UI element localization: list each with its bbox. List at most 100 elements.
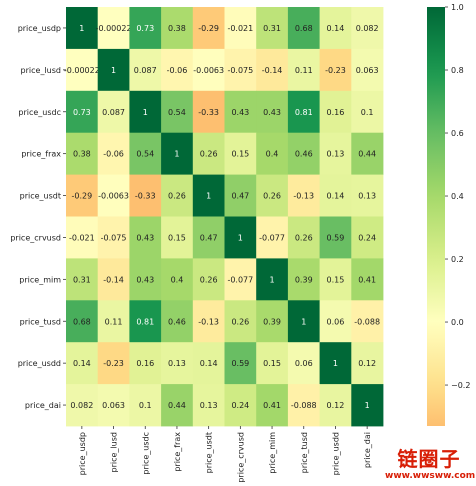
watermark-main-text: 链圈子 — [397, 447, 461, 471]
heatmap-cell — [319, 342, 352, 385]
heatmap-cell — [256, 132, 289, 175]
heatmap-cell — [192, 48, 225, 92]
cell-value-label: 0.16 — [136, 359, 154, 368]
heatmap-cell — [161, 216, 194, 259]
colorbar-tick-label: 0.2 — [451, 255, 464, 264]
y-tick-label: price_usdp — [18, 24, 61, 33]
cell-value-label: 0.11 — [105, 317, 123, 326]
heatmap-cell — [97, 258, 130, 301]
cell-value-label: 0.46 — [295, 150, 313, 159]
heatmap-cell — [351, 258, 384, 301]
cell-value-label: 1 — [206, 192, 211, 201]
cell-value-label: 0.15 — [168, 233, 186, 242]
cell-value-label: -0.06 — [103, 150, 124, 159]
cell-value-label: 0.43 — [231, 108, 249, 117]
cell-value-label: 0.4 — [171, 275, 184, 284]
x-tick-label: price_usdp — [78, 432, 87, 475]
colorbar — [427, 7, 445, 426]
cell-value-label: -0.021 — [69, 233, 95, 242]
heatmap-cell — [287, 48, 320, 92]
y-tick-label: price_lusd — [21, 66, 61, 75]
cell-value-label: 0.15 — [327, 275, 345, 284]
cell-value-label: 0.13 — [358, 192, 376, 201]
x-tick-label: price_usdc — [141, 432, 150, 475]
cell-value-label: 0.81 — [136, 317, 154, 326]
watermark-logo: 链圈子 www.wwsww.com — [385, 447, 476, 482]
heatmap-cell — [287, 90, 320, 134]
heatmap-cell — [287, 174, 320, 217]
heatmap-cell — [224, 216, 257, 259]
heatmap-cell — [161, 342, 194, 385]
heatmap-cell — [319, 7, 352, 50]
cell-value-label: 0.47 — [200, 233, 218, 242]
heatmap-cell — [66, 216, 99, 259]
cell-value-label: 1 — [174, 150, 179, 159]
y-tick-label: price_tusd — [20, 317, 61, 326]
x-tick-label: price_tusd — [300, 432, 309, 473]
cell-value-label: 0.12 — [358, 359, 376, 368]
heatmap-cell — [351, 48, 384, 92]
heatmap-cell — [256, 300, 289, 343]
cell-value-label: 1 — [111, 66, 116, 75]
colorbar-tick-label: 0.8 — [451, 66, 464, 75]
cell-value-label: 1 — [301, 317, 306, 326]
cell-value-label: 1 — [143, 108, 148, 117]
cell-value-label: 0.41 — [263, 401, 281, 410]
heatmap-cell — [97, 48, 130, 92]
cell-value-label: 0.31 — [263, 24, 281, 33]
heatmap-cell — [129, 216, 162, 259]
cell-value-label: 0.26 — [263, 192, 281, 201]
heatmap-cell — [97, 342, 130, 385]
cell-value-label: -0.13 — [293, 192, 314, 201]
cell-value-label: 0.43 — [263, 108, 281, 117]
cell-value-label: 0.1 — [139, 401, 152, 410]
x-tick-label: price_frax — [173, 432, 182, 472]
colorbar-tick-label: 0.6 — [451, 129, 464, 138]
heatmap-cell — [161, 384, 194, 427]
cell-value-label: -0.14 — [103, 275, 124, 284]
cell-value-label: -0.00022 — [96, 24, 132, 33]
cell-value-label: 0.47 — [231, 192, 249, 201]
cell-value-label: 0.087 — [134, 66, 157, 75]
heatmap-cell — [351, 216, 384, 259]
heatmap-cell — [319, 48, 352, 92]
colorbar-tick-label: 0.4 — [451, 192, 464, 201]
heatmap-cell — [97, 174, 130, 217]
cell-value-label: -0.075 — [227, 66, 253, 75]
heatmap-cell — [351, 384, 384, 427]
colorbar-tick-label: 0.0 — [451, 318, 464, 327]
y-tick-label: price_dai — [25, 401, 61, 410]
heatmap-cell — [192, 90, 225, 134]
heatmap-cell — [256, 7, 289, 50]
cell-value-label: 0.14 — [327, 24, 345, 33]
y-tick-label: price_usdd — [18, 359, 61, 368]
cell-value-label: 0.11 — [295, 66, 313, 75]
heatmap-cell — [224, 258, 257, 301]
cell-value-label: 0.68 — [295, 24, 313, 33]
watermark-url-text: www.wwsww.com — [385, 471, 476, 481]
heatmap-cell — [129, 384, 162, 427]
cell-value-label: 0.38 — [73, 150, 91, 159]
cell-value-label: 0.26 — [295, 233, 313, 242]
heatmap-cell — [256, 384, 289, 427]
cell-value-label: 0.13 — [200, 401, 218, 410]
heatmap-cell — [129, 300, 162, 343]
heatmap-cell — [319, 216, 352, 259]
cell-value-label: -0.075 — [101, 233, 127, 242]
cell-value-label: 1 — [270, 275, 275, 284]
heatmap-cell — [287, 258, 320, 301]
cell-value-label: 0.14 — [327, 192, 345, 201]
cell-value-label: -0.33 — [135, 192, 156, 201]
heatmap-cell — [97, 90, 130, 134]
cell-value-label: 0.31 — [73, 275, 91, 284]
heatmap-cell — [161, 7, 194, 50]
heatmap-cell — [66, 132, 99, 175]
cell-value-label: -0.0063 — [98, 192, 129, 201]
heatmap-cell — [66, 7, 99, 50]
cell-value-label: -0.021 — [227, 24, 253, 33]
heatmap-cell — [319, 300, 352, 343]
heatmap-cell — [192, 174, 225, 217]
heatmap-cell — [256, 342, 289, 385]
x-tick-label: price_crvusd — [236, 432, 245, 483]
heatmap-cell — [129, 174, 162, 217]
